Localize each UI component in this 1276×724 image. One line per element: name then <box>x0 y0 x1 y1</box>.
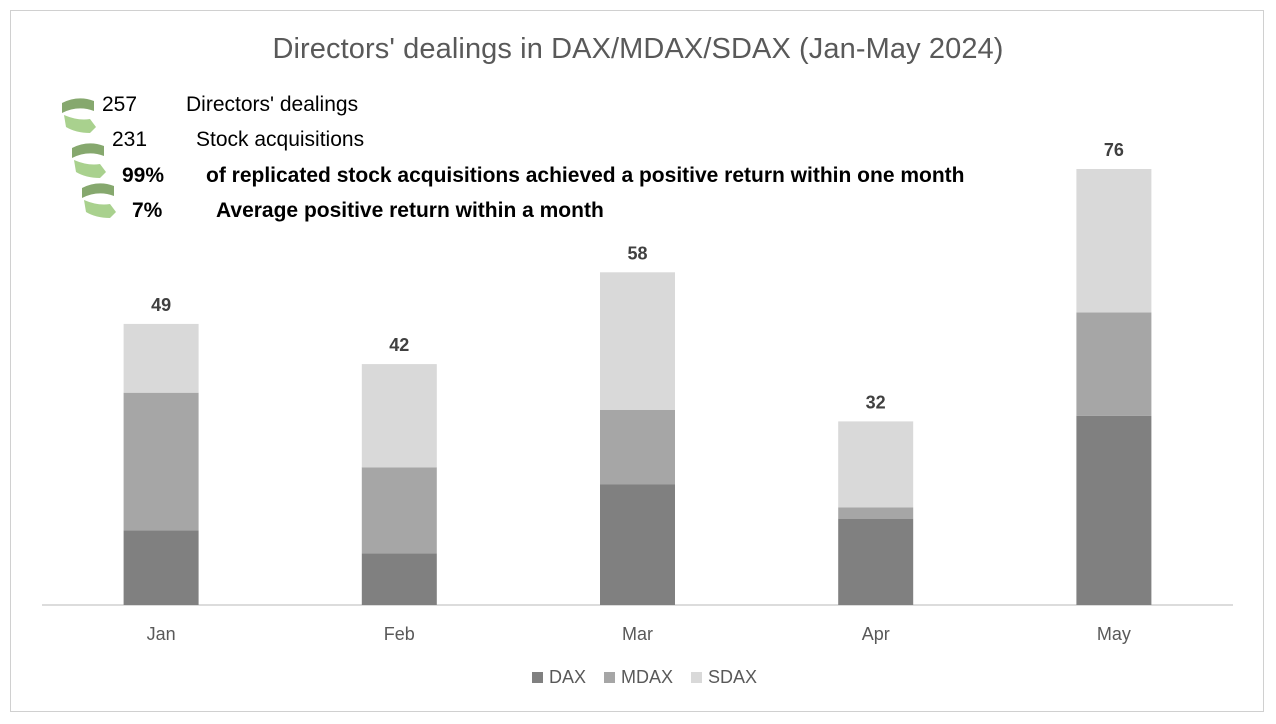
legend-label: DAX <box>549 666 587 687</box>
ribbon-arrow-icon <box>72 143 106 178</box>
x-tick-label-may: May <box>1097 624 1131 644</box>
bar-sdax-mar <box>600 272 675 410</box>
total-label-mar: 58 <box>627 243 647 263</box>
stat-label: Stock acquisitions <box>196 128 365 151</box>
total-label-feb: 42 <box>389 335 409 355</box>
bar-sdax-jan <box>123 323 199 393</box>
x-tick-label-apr: Apr <box>862 624 890 644</box>
bar-mdax-feb <box>361 467 437 554</box>
bar-dax-apr <box>838 518 914 605</box>
x-tick-label-feb: Feb <box>384 624 415 644</box>
legend-label: MDAX <box>621 666 674 687</box>
stat-value: 99% <box>122 164 165 187</box>
bar-sdax-feb <box>361 364 437 468</box>
bar-dax-jan <box>123 530 199 605</box>
legend-swatch <box>691 671 703 683</box>
legend-swatch <box>532 671 543 683</box>
bar-sdax-apr <box>838 421 914 508</box>
bar-mdax-may <box>1076 312 1152 416</box>
ribbon-arrow-icon <box>62 98 96 133</box>
legend-item-sdax: SDAX <box>691 667 757 688</box>
legend-item-dax: DAX <box>532 667 586 688</box>
bar-dax-feb <box>361 553 437 605</box>
total-label-may: 76 <box>1104 140 1124 160</box>
bar-dax-mar <box>600 484 675 605</box>
bar-mdax-jan <box>123 392 199 531</box>
legend-item-mdax: MDAX <box>604 667 673 688</box>
legend-swatch <box>604 671 616 683</box>
stat-value: 231 <box>112 128 148 151</box>
bar-mdax-mar <box>600 409 675 485</box>
stat-label: of replicated stock acquisitions achieve… <box>206 164 965 187</box>
ribbon-arrow-icon <box>82 183 116 218</box>
total-label-jan: 49 <box>151 295 171 315</box>
x-tick-label-mar: Mar <box>622 624 653 644</box>
legend: DAX MDAX SDAX <box>532 666 775 688</box>
chart-title: Directors' dealings in DAX/MDAX/SDAX (Ja… <box>272 33 1004 65</box>
total-label-apr: 32 <box>866 392 886 412</box>
legend-label: SDAX <box>708 666 758 687</box>
bar-dax-may <box>1076 415 1152 605</box>
stat-label: Average positive return within a month <box>216 199 604 222</box>
bar-sdax-may <box>1076 169 1152 313</box>
stat-value: 7% <box>132 199 163 222</box>
stat-label: Directors' dealings <box>186 93 359 116</box>
bar-mdax-apr <box>838 507 914 519</box>
x-tick-label-jan: Jan <box>147 624 176 644</box>
stat-value: 257 <box>102 93 138 116</box>
